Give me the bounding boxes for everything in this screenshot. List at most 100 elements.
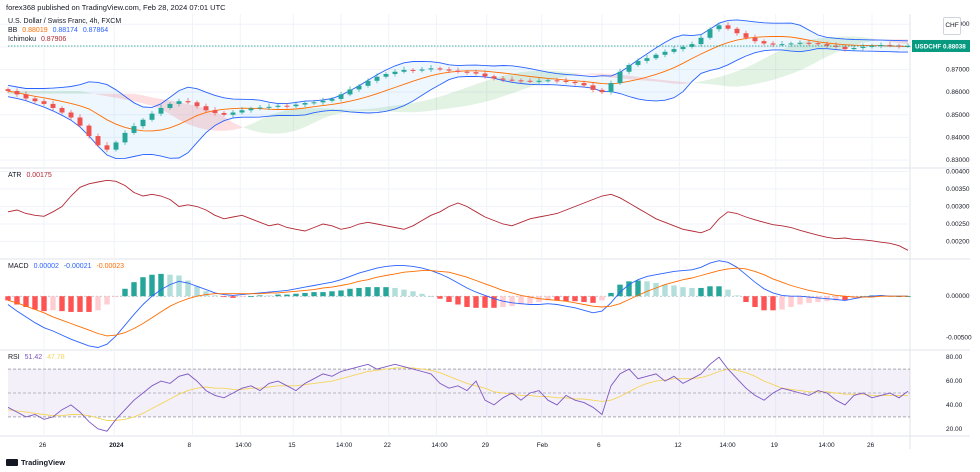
macd-histogram-bar	[797, 296, 803, 305]
candle	[653, 54, 659, 59]
ichimoku-cloud	[737, 67, 746, 87]
ichimoku-cloud	[629, 75, 638, 81]
macd-line	[7, 260, 908, 348]
candle	[41, 101, 47, 104]
macd-histogram-bar	[590, 296, 596, 303]
candle	[455, 70, 461, 72]
ichimoku-cloud	[710, 77, 719, 86]
macd-histogram-bar	[473, 296, 479, 308]
ichimoku-cloud	[134, 93, 143, 104]
rsi-tick-label: 20.00	[946, 426, 963, 433]
price-tick-label: 0.87000	[946, 66, 970, 73]
macd-histogram-bar	[770, 296, 776, 311]
macd-histogram-bar	[365, 287, 371, 297]
macd-histogram-bar	[383, 287, 389, 297]
macd-histogram-bar	[509, 296, 515, 307]
ichimoku-cloud	[683, 81, 692, 84]
bb-upper-line	[7, 19, 909, 108]
candle	[50, 103, 56, 108]
macd-histogram-bar	[167, 274, 173, 297]
atr-legend-label: ATR	[8, 172, 22, 179]
time-tick-label: 14:00	[431, 442, 448, 449]
price-tick-label: 0.84000	[946, 134, 970, 141]
candle	[410, 69, 416, 71]
bb-lower-value: 0.87864	[82, 27, 109, 34]
time-tick-label: 6	[597, 442, 601, 449]
ichimoku-value: 0.87906	[40, 36, 67, 43]
macd-histogram-bar	[437, 296, 443, 299]
macd-histogram-bar	[140, 277, 146, 297]
candle	[635, 60, 641, 65]
time-tick-label: 22	[384, 442, 392, 449]
macd-histogram-bar	[752, 296, 758, 307]
candle	[500, 78, 506, 80]
candle	[401, 69, 407, 72]
ichimoku-cloud	[287, 109, 296, 133]
candle	[347, 89, 353, 95]
macd-histogram-bar	[545, 296, 551, 301]
candle	[185, 101, 191, 103]
time-tick-label: Feb	[537, 442, 549, 449]
candle	[356, 85, 362, 90]
ichimoku-cloud	[161, 98, 170, 115]
candle	[554, 80, 560, 82]
macd-histogram-bar	[581, 296, 587, 303]
candle	[86, 125, 92, 137]
macd-histogram-bar	[779, 296, 785, 310]
candle	[473, 72, 479, 74]
macd-histogram-bar	[833, 296, 839, 301]
macd-histogram-bar	[230, 296, 236, 298]
macd-histogram-bar	[698, 287, 704, 297]
ichimoku-cloud	[278, 110, 287, 134]
candle	[509, 79, 515, 81]
ichimoku-cloud	[179, 102, 188, 125]
atr-tick-label: 0.00250	[946, 221, 970, 228]
ichimoku-cloud	[413, 101, 422, 113]
ichimoku-cloud	[35, 91, 44, 94]
macd-histogram-bar	[158, 273, 164, 297]
candle	[275, 105, 281, 107]
time-tick-label: 8	[188, 442, 192, 449]
candle	[563, 80, 569, 82]
atr-legend: ATR 0.00175	[8, 171, 52, 180]
ichimoku-cloud	[125, 93, 134, 102]
macd-histogram-bar	[608, 292, 614, 297]
ichimoku-cloud	[404, 103, 413, 113]
candle	[788, 43, 794, 45]
macd-legend: MACD 0.00002 -0.00021 -0.00023	[8, 262, 124, 271]
candle	[878, 45, 884, 47]
rsi-tick-label: 80.00	[946, 354, 963, 361]
ichimoku-cloud	[206, 108, 215, 131]
candle	[383, 74, 389, 77]
candle	[626, 64, 632, 72]
time-tick-label: 14:00	[235, 442, 252, 449]
ichimoku-cloud	[818, 37, 827, 62]
macd-histogram-bar	[221, 296, 227, 298]
rsi-line	[7, 356, 909, 432]
macd-hist-value: 0.00002	[33, 263, 59, 270]
macd-histogram-bar	[482, 296, 488, 308]
time-tick-label: 14:00	[818, 442, 835, 449]
macd-histogram-bar	[122, 288, 128, 297]
ichimoku-cloud	[71, 91, 80, 94]
macd-histogram-bar	[662, 284, 668, 297]
currency-button[interactable]: CHF	[943, 17, 961, 35]
ichimoku-cloud	[89, 92, 98, 95]
bb-legend-label: BB	[8, 27, 18, 34]
macd-histogram-bar	[194, 286, 200, 297]
candle	[320, 100, 326, 103]
candle	[68, 112, 74, 118]
price-tick-label: 0.86000	[946, 89, 970, 96]
ichimoku-cloud	[476, 81, 485, 104]
candle	[572, 81, 578, 84]
candle	[329, 98, 335, 101]
candle	[716, 25, 722, 30]
macd-histogram-bar	[176, 275, 182, 297]
macd-histogram-bar	[527, 296, 533, 304]
macd-histogram-bar	[50, 296, 56, 311]
macd-histogram-bar	[446, 296, 452, 303]
candle	[365, 80, 371, 86]
ichimoku-cloud	[431, 96, 440, 111]
macd-histogram-bar	[239, 296, 245, 298]
